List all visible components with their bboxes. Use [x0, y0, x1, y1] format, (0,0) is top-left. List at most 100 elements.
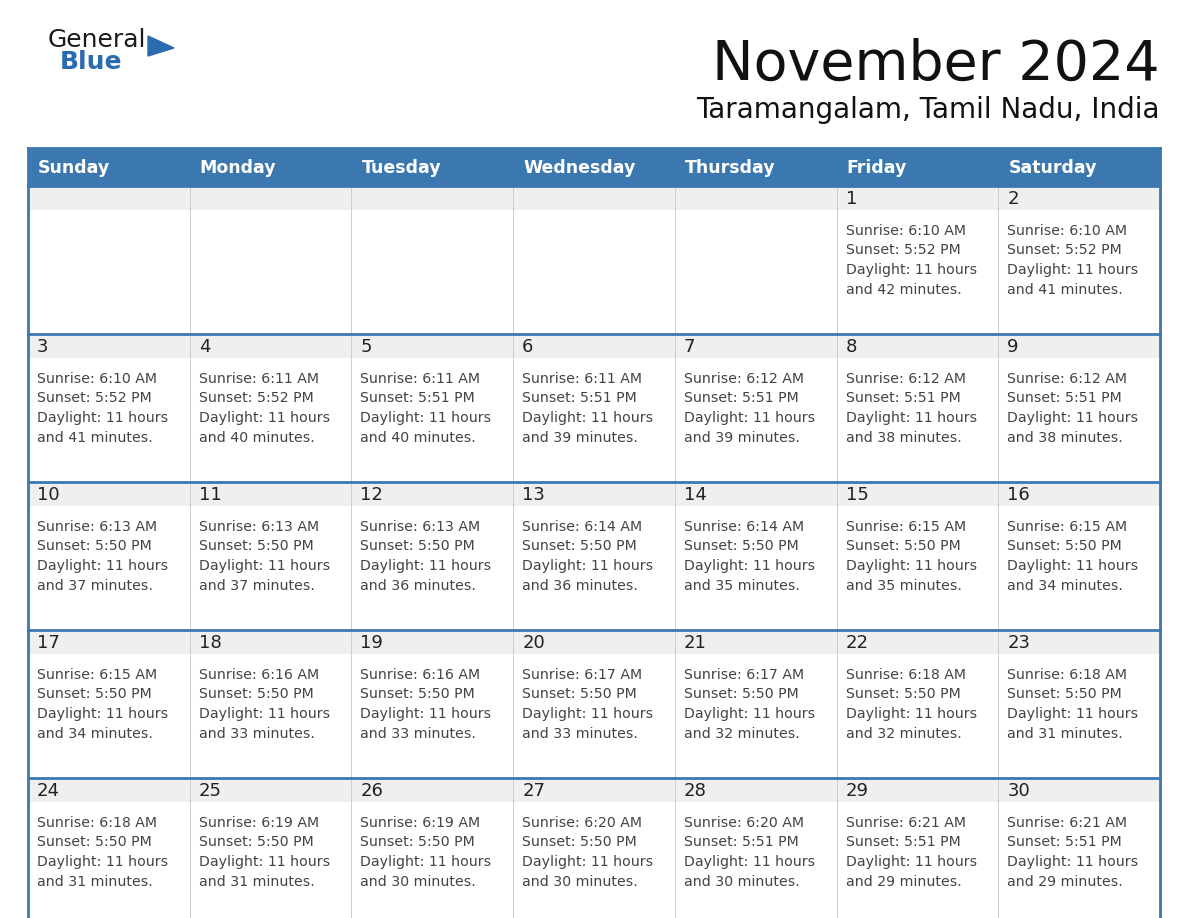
- Text: 25: 25: [198, 782, 222, 800]
- Text: Sunrise: 6:10 AM: Sunrise: 6:10 AM: [846, 224, 966, 238]
- Bar: [29, 778, 190, 802]
- Bar: [29, 630, 190, 654]
- Bar: [836, 802, 998, 918]
- Text: Monday: Monday: [200, 159, 277, 177]
- Bar: [190, 802, 352, 918]
- Bar: [190, 210, 352, 334]
- Bar: [513, 778, 675, 802]
- Text: Daylight: 11 hours: Daylight: 11 hours: [523, 855, 653, 869]
- Bar: [190, 630, 352, 654]
- Text: Sunrise: 6:10 AM: Sunrise: 6:10 AM: [37, 372, 157, 386]
- Text: Daylight: 11 hours: Daylight: 11 hours: [846, 411, 977, 425]
- Text: Daylight: 11 hours: Daylight: 11 hours: [360, 559, 492, 573]
- Bar: [998, 148, 1159, 186]
- Text: Daylight: 11 hours: Daylight: 11 hours: [523, 707, 653, 721]
- Bar: [836, 482, 998, 506]
- Text: 4: 4: [198, 338, 210, 356]
- Bar: [998, 358, 1159, 482]
- Bar: [675, 506, 836, 630]
- Text: Wednesday: Wednesday: [523, 159, 636, 177]
- Text: Daylight: 11 hours: Daylight: 11 hours: [684, 707, 815, 721]
- Text: Daylight: 11 hours: Daylight: 11 hours: [1007, 855, 1138, 869]
- Bar: [998, 802, 1159, 918]
- Text: Sunrise: 6:16 AM: Sunrise: 6:16 AM: [360, 668, 481, 682]
- Bar: [29, 506, 190, 630]
- Bar: [29, 654, 190, 778]
- Bar: [513, 210, 675, 334]
- Text: Sunset: 5:50 PM: Sunset: 5:50 PM: [523, 688, 637, 701]
- Text: Sunrise: 6:19 AM: Sunrise: 6:19 AM: [360, 816, 481, 830]
- Text: Sunset: 5:51 PM: Sunset: 5:51 PM: [846, 835, 960, 849]
- Text: Daylight: 11 hours: Daylight: 11 hours: [198, 411, 330, 425]
- Bar: [29, 358, 190, 482]
- Text: and 31 minutes.: and 31 minutes.: [37, 875, 153, 889]
- Text: Daylight: 11 hours: Daylight: 11 hours: [1007, 263, 1138, 277]
- Text: 9: 9: [1007, 338, 1019, 356]
- Bar: [29, 334, 190, 358]
- Text: Sunset: 5:50 PM: Sunset: 5:50 PM: [37, 540, 152, 554]
- Text: Sunrise: 6:14 AM: Sunrise: 6:14 AM: [684, 520, 804, 534]
- Text: Sunrise: 6:13 AM: Sunrise: 6:13 AM: [37, 520, 157, 534]
- Text: Sunrise: 6:11 AM: Sunrise: 6:11 AM: [198, 372, 318, 386]
- Text: 12: 12: [360, 486, 384, 504]
- Bar: [675, 210, 836, 334]
- Bar: [190, 186, 352, 210]
- Text: and 33 minutes.: and 33 minutes.: [360, 726, 476, 741]
- Text: 20: 20: [523, 634, 545, 652]
- Bar: [675, 802, 836, 918]
- Text: Saturday: Saturday: [1009, 159, 1097, 177]
- Text: Sunday: Sunday: [38, 159, 110, 177]
- Text: 2: 2: [1007, 190, 1019, 208]
- Text: Sunrise: 6:11 AM: Sunrise: 6:11 AM: [360, 372, 480, 386]
- Text: Sunset: 5:50 PM: Sunset: 5:50 PM: [198, 835, 314, 849]
- Text: and 36 minutes.: and 36 minutes.: [360, 578, 476, 592]
- Text: and 34 minutes.: and 34 minutes.: [1007, 578, 1123, 592]
- Bar: [352, 334, 513, 358]
- Bar: [352, 654, 513, 778]
- Text: 29: 29: [846, 782, 868, 800]
- Text: and 32 minutes.: and 32 minutes.: [684, 726, 800, 741]
- Text: Sunset: 5:52 PM: Sunset: 5:52 PM: [846, 243, 960, 258]
- Text: 13: 13: [523, 486, 545, 504]
- Text: Daylight: 11 hours: Daylight: 11 hours: [523, 559, 653, 573]
- Text: Sunrise: 6:21 AM: Sunrise: 6:21 AM: [846, 816, 966, 830]
- Text: Daylight: 11 hours: Daylight: 11 hours: [198, 559, 330, 573]
- Bar: [29, 186, 190, 210]
- Text: Daylight: 11 hours: Daylight: 11 hours: [360, 855, 492, 869]
- Text: Sunrise: 6:16 AM: Sunrise: 6:16 AM: [198, 668, 318, 682]
- Text: Sunset: 5:50 PM: Sunset: 5:50 PM: [360, 688, 475, 701]
- Text: and 38 minutes.: and 38 minutes.: [846, 431, 961, 444]
- Text: Sunset: 5:50 PM: Sunset: 5:50 PM: [684, 540, 798, 554]
- Bar: [190, 482, 352, 506]
- Text: Sunrise: 6:20 AM: Sunrise: 6:20 AM: [684, 816, 804, 830]
- Bar: [675, 334, 836, 358]
- Bar: [513, 506, 675, 630]
- Text: Sunset: 5:51 PM: Sunset: 5:51 PM: [523, 391, 637, 406]
- Text: Sunrise: 6:11 AM: Sunrise: 6:11 AM: [523, 372, 643, 386]
- Text: Daylight: 11 hours: Daylight: 11 hours: [360, 707, 492, 721]
- Bar: [675, 482, 836, 506]
- Text: and 41 minutes.: and 41 minutes.: [37, 431, 153, 444]
- Text: 3: 3: [37, 338, 49, 356]
- Text: 21: 21: [684, 634, 707, 652]
- Text: and 41 minutes.: and 41 minutes.: [1007, 283, 1123, 297]
- Text: and 37 minutes.: and 37 minutes.: [37, 578, 153, 592]
- Text: Sunrise: 6:18 AM: Sunrise: 6:18 AM: [846, 668, 966, 682]
- Bar: [836, 334, 998, 358]
- Bar: [998, 334, 1159, 358]
- Text: Daylight: 11 hours: Daylight: 11 hours: [1007, 411, 1138, 425]
- Bar: [675, 778, 836, 802]
- Text: Sunset: 5:51 PM: Sunset: 5:51 PM: [1007, 391, 1121, 406]
- Text: Sunset: 5:50 PM: Sunset: 5:50 PM: [684, 688, 798, 701]
- Text: Sunset: 5:50 PM: Sunset: 5:50 PM: [1007, 540, 1121, 554]
- Text: Daylight: 11 hours: Daylight: 11 hours: [1007, 707, 1138, 721]
- Text: Sunset: 5:50 PM: Sunset: 5:50 PM: [198, 688, 314, 701]
- Text: Sunrise: 6:12 AM: Sunrise: 6:12 AM: [684, 372, 804, 386]
- Text: Daylight: 11 hours: Daylight: 11 hours: [1007, 559, 1138, 573]
- Bar: [836, 210, 998, 334]
- Text: Sunset: 5:51 PM: Sunset: 5:51 PM: [846, 391, 960, 406]
- Bar: [513, 802, 675, 918]
- Text: Sunset: 5:50 PM: Sunset: 5:50 PM: [523, 540, 637, 554]
- Bar: [352, 482, 513, 506]
- Text: Daylight: 11 hours: Daylight: 11 hours: [684, 855, 815, 869]
